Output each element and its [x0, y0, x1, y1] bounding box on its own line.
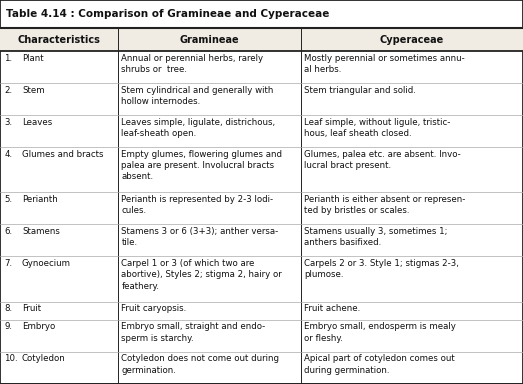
Text: Cotyledon does not come out during
germination.: Cotyledon does not come out during germi… — [121, 354, 279, 375]
Text: Mostly perennial or sometimes annu-
al herbs.: Mostly perennial or sometimes annu- al h… — [304, 54, 465, 74]
Text: Leaves simple, ligulate, districhous,
leaf-sheath open.: Leaves simple, ligulate, districhous, le… — [121, 118, 276, 138]
Text: 5.: 5. — [4, 195, 13, 204]
Text: 2.: 2. — [4, 86, 13, 95]
Text: Annual or perennial herbs, rarely
shrubs or  tree.: Annual or perennial herbs, rarely shrubs… — [121, 54, 264, 74]
Text: 10.: 10. — [4, 354, 18, 363]
Text: Embryo small, endosperm is mealy
or fleshy.: Embryo small, endosperm is mealy or fles… — [304, 323, 456, 343]
Text: Glumes, palea etc. are absent. Invo-
lucral bract present.: Glumes, palea etc. are absent. Invo- luc… — [304, 149, 461, 170]
Text: Perianth is represented by 2-3 lodi-
cules.: Perianth is represented by 2-3 lodi- cul… — [121, 195, 274, 215]
Text: Stamens: Stamens — [22, 227, 60, 236]
Text: Glumes and bracts: Glumes and bracts — [22, 149, 104, 159]
Text: Fruit achene.: Fruit achene. — [304, 304, 361, 313]
Text: 9.: 9. — [4, 323, 12, 331]
Text: Stem cylindrical and generally with
hollow internodes.: Stem cylindrical and generally with holl… — [121, 86, 274, 106]
Text: Cyperaceae: Cyperaceae — [380, 35, 444, 45]
Text: 6.: 6. — [4, 227, 13, 236]
Text: Characteristics: Characteristics — [17, 35, 100, 45]
Text: Gynoecium: Gynoecium — [22, 258, 71, 268]
Text: Perianth: Perianth — [22, 195, 58, 204]
Text: Apical part of cotyledon comes out
during germination.: Apical part of cotyledon comes out durin… — [304, 354, 455, 375]
Text: Empty glumes, flowering glumes and
palea are present. Involucral bracts
absent.: Empty glumes, flowering glumes and palea… — [121, 149, 282, 181]
Text: Stem: Stem — [22, 86, 44, 95]
Text: Fruit: Fruit — [22, 304, 41, 313]
Text: 3.: 3. — [4, 118, 13, 127]
Text: Stamens usually 3, sometimes 1;
anthers basifixed.: Stamens usually 3, sometimes 1; anthers … — [304, 227, 448, 247]
Text: 8.: 8. — [4, 304, 13, 313]
Text: Carpel 1 or 3 (of which two are
abortive), Styles 2; stigma 2, hairy or
feathery: Carpel 1 or 3 (of which two are abortive… — [121, 258, 282, 291]
Text: Cotyledon: Cotyledon — [22, 354, 66, 363]
Text: Gramineae: Gramineae — [179, 35, 239, 45]
Text: Plant: Plant — [22, 54, 43, 63]
Text: Perianth is either absent or represen-
ted by bristles or scales.: Perianth is either absent or represen- t… — [304, 195, 466, 215]
Text: Fruit caryopsis.: Fruit caryopsis. — [121, 304, 187, 313]
Text: 1.: 1. — [4, 54, 13, 63]
Text: Embryo: Embryo — [22, 323, 55, 331]
Bar — [0, 28, 523, 51]
Text: Embryo small, straight and endo-
sperm is starchy.: Embryo small, straight and endo- sperm i… — [121, 323, 266, 343]
Text: 7.: 7. — [4, 258, 13, 268]
Text: Stamens 3 or 6 (3+3); anther versa-
tile.: Stamens 3 or 6 (3+3); anther versa- tile… — [121, 227, 279, 247]
Text: Leaves: Leaves — [22, 118, 52, 127]
Text: Leaf simple, without ligule, tristic-
hous, leaf sheath closed.: Leaf simple, without ligule, tristic- ho… — [304, 118, 451, 138]
Text: Table 4.14 : Comparison of Gramineae and Cyperaceae: Table 4.14 : Comparison of Gramineae and… — [6, 9, 329, 19]
Text: Carpels 2 or 3. Style 1; stigmas 2-3,
plumose.: Carpels 2 or 3. Style 1; stigmas 2-3, pl… — [304, 258, 459, 279]
Text: 4.: 4. — [4, 149, 13, 159]
Text: Stem triangular and solid.: Stem triangular and solid. — [304, 86, 416, 95]
